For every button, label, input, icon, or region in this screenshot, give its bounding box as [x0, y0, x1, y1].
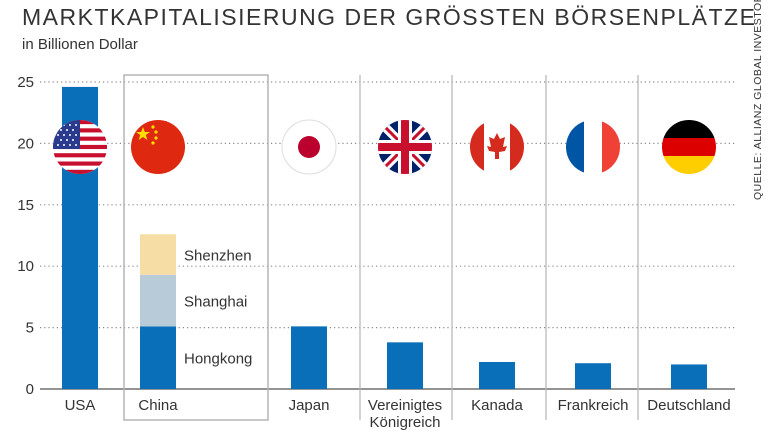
germany-flag-icon	[662, 120, 716, 174]
japan-flag-icon	[281, 119, 337, 175]
y-tick-label: 5	[26, 320, 34, 337]
x-tick-label: Deutschland	[647, 397, 730, 414]
stack-label-shanghai: Shanghai	[184, 294, 247, 311]
bar-frankreich	[575, 363, 611, 389]
bars	[62, 86, 707, 390]
y-tick-label: 15	[17, 197, 34, 214]
x-tick-label: Vereinigtes	[368, 397, 442, 414]
y-axis-ticks: 0 5 10 15 20 25	[17, 74, 34, 398]
chart-subtitle: in Billionen Dollar	[22, 36, 138, 53]
x-tick-label: Kanada	[471, 397, 523, 414]
x-tick-label: Frankreich	[558, 397, 629, 414]
chart-title: MARKTKAPITALISIERUNG DER GRÖSSTEN BÖRSEN…	[22, 4, 757, 30]
canada-flag-icon	[470, 120, 524, 174]
bar-segment-shenzhen	[140, 234, 176, 275]
china-flag-icon	[131, 120, 185, 174]
china-highlight-box	[123, 74, 269, 421]
x-tick-label: Japan	[289, 397, 330, 414]
y-tick-label: 20	[17, 135, 34, 152]
x-tick-label: Königreich	[370, 414, 441, 431]
uk-flag-icon	[378, 120, 432, 174]
bar-segment-shanghai	[140, 274, 176, 327]
france-flag-icon	[566, 120, 620, 174]
bar-segment-hongkong	[140, 326, 176, 389]
x-tick-label: China	[138, 397, 178, 414]
y-tick-label: 25	[17, 74, 34, 91]
stack-label-shenzhen: Shenzhen	[184, 248, 252, 265]
y-tick-label: 0	[26, 381, 34, 398]
bar-kanada	[479, 361, 515, 389]
stack-label-hongkong: Hongkong	[184, 351, 252, 368]
stack-labels: Hongkong Shanghai Shenzhen	[184, 248, 252, 368]
usa-flag-icon	[53, 120, 107, 174]
bar-vereinigtes	[387, 342, 423, 389]
bar-japan	[291, 326, 327, 389]
bar-deutschland	[671, 364, 707, 389]
x-tick-label: USA	[65, 397, 96, 414]
y-tick-label: 10	[17, 258, 34, 275]
category-dividers	[359, 75, 639, 420]
